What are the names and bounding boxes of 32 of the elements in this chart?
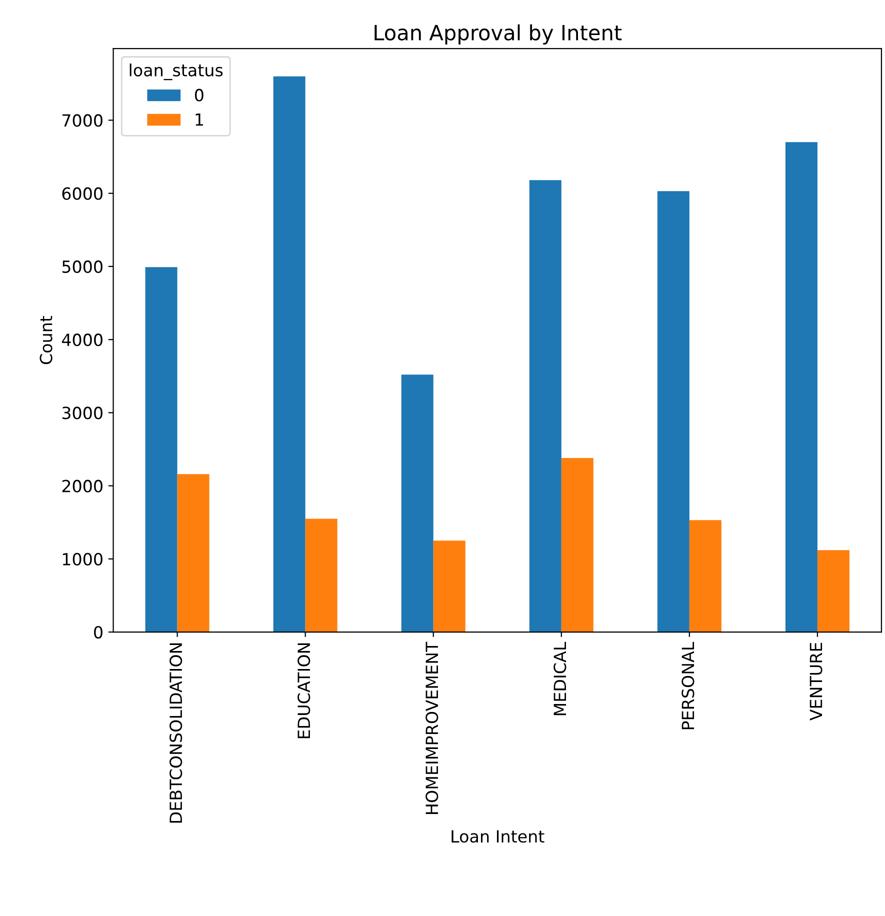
bar: [529, 180, 562, 632]
x-tick-label: EDUCATION: [298, 643, 310, 738]
bar: [145, 267, 178, 632]
y-axis-title: Count: [40, 316, 52, 364]
x-axis-title: Loan Intent: [452, 830, 544, 843]
bar: [817, 550, 850, 632]
bar: [401, 374, 434, 632]
x-tick-label: PERSONAL: [682, 642, 694, 730]
bar: [433, 540, 466, 632]
y-tick-label: 2000: [62, 480, 102, 492]
y-tick-label: 6000: [62, 187, 102, 200]
legend-label: 1: [196, 113, 203, 126]
x-tick-label: DEBTCONSOLIDATION: [170, 643, 182, 823]
y-tick-label: 0: [94, 626, 102, 639]
legend-title: loan_status: [130, 64, 223, 80]
bar: [689, 520, 722, 632]
bar: [273, 76, 306, 632]
legend-label: 0: [194, 88, 204, 102]
y-tick-label: 5000: [62, 260, 102, 274]
x-tick-label: VENTURE: [810, 642, 822, 721]
y-tick-label: 1000: [62, 552, 102, 566]
y-tick-label: 4000: [62, 334, 102, 346]
bar: [305, 518, 338, 632]
y-tick-label: 7000: [62, 114, 102, 127]
x-tick-label: HOMEIMPROVEMENT: [426, 642, 438, 814]
chart-title: Loan Approval by Intent: [374, 24, 622, 45]
bar: [177, 474, 210, 632]
bar: [785, 142, 818, 632]
bar: [561, 458, 594, 632]
bar: [657, 191, 690, 632]
y-tick-label: 3000: [62, 406, 102, 420]
x-tick-label: MEDICAL: [554, 642, 566, 716]
